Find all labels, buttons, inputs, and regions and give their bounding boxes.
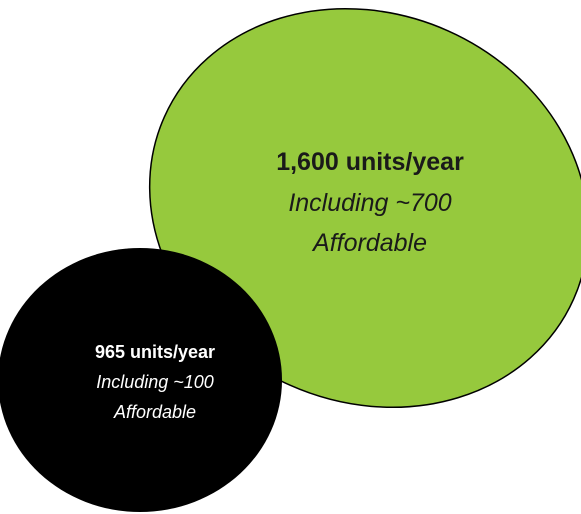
large-circle-headline: 1,600 units/year bbox=[276, 148, 464, 176]
small-circle-line3: Affordable bbox=[113, 402, 196, 422]
large-circle-line3: Affordable bbox=[311, 229, 427, 257]
small-circle-headline: 965 units/year bbox=[95, 342, 215, 362]
small-circle-line2: Including ~100 bbox=[96, 372, 214, 392]
large-green-circle bbox=[148, 7, 581, 409]
small-black-circle bbox=[0, 248, 282, 512]
large-circle-line2: Including ~700 bbox=[288, 189, 451, 217]
